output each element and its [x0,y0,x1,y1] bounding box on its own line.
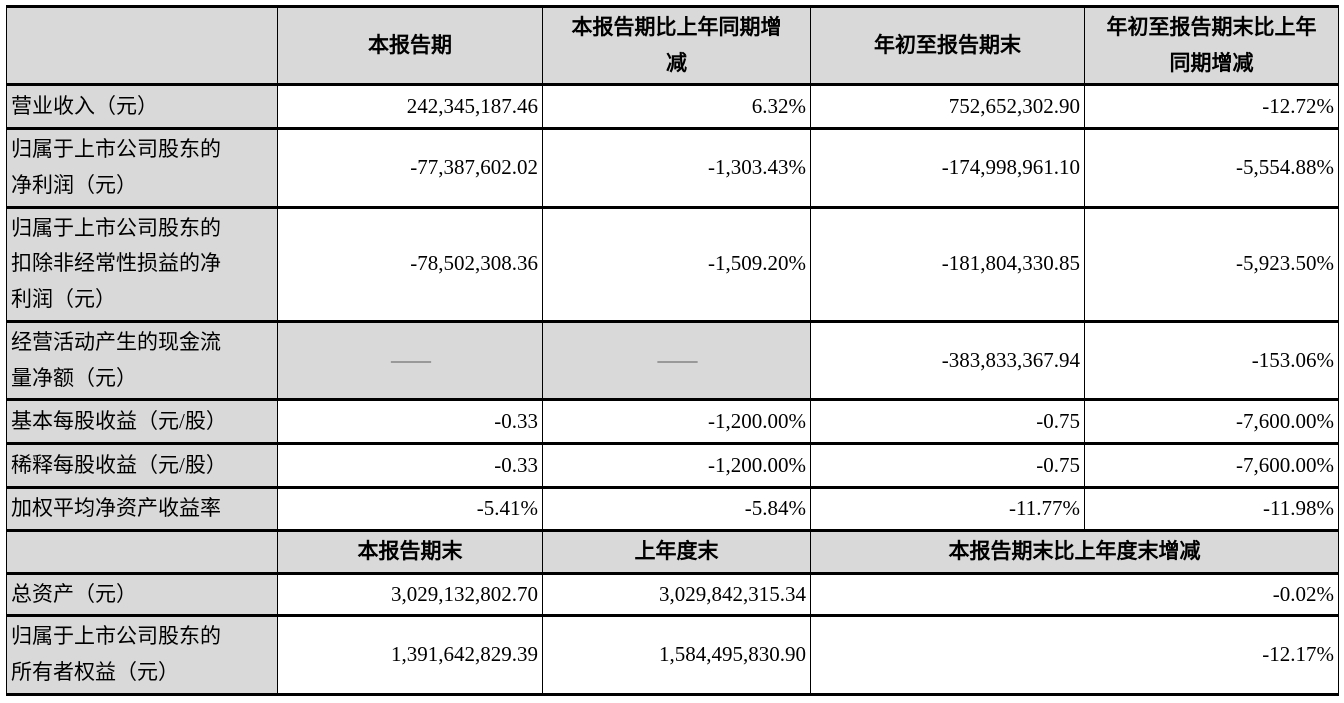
header-period-end-vs-prior-year-change: 本报告期末比上年度末增减 [810,528,1339,575]
header-empty-cell [6,528,278,575]
table-row-operating-revenue: 营业收入（元） 242,345,187.46 6.32% 752,652,302… [6,83,1339,131]
key-financial-data-table: 本报告期 本报告期比上年同期增 减 年初至报告期末 年初至报告期末比上年 同期增… [6,4,1339,696]
cell-value: 242,345,187.46 [277,83,543,131]
header-empty-cell [6,4,278,87]
table-header-row-period-end: 本报告期末 上年度末 本报告期末比上年度末增减 [6,528,1339,575]
cell-value: -0.75 [810,398,1085,446]
row-label: 总资产（元） [6,571,278,618]
table-row-basic-eps: 基本每股收益（元/股） -0.33 -1,200.00% -0.75 -7,60… [6,398,1339,446]
cell-value: 1,584,495,830.90 [542,614,811,696]
table-row-net-profit: 归属于上市公司股东的 净利润（元） -77,387,602.02 -1,303.… [6,127,1339,209]
cell-value: -78,502,308.36 [277,205,543,323]
cell-value: -174,998,961.10 [810,127,1085,209]
cell-value: 3,029,132,802.70 [277,571,543,618]
table-row-net-profit-excl-nonrecurring: 归属于上市公司股东的 扣除非经常性损益的净 利润（元） -78,502,308.… [6,205,1339,323]
row-label: 稀释每股收益（元/股） [6,442,278,490]
header-year-to-date: 年初至报告期末 [810,4,1085,87]
cell-value: -0.33 [277,442,543,490]
header-year-to-date-yoy-change: 年初至报告期末比上年 同期增减 [1084,4,1339,87]
cell-value: -1,303.43% [542,127,811,209]
table-header-row-period: 本报告期 本报告期比上年同期增 减 年初至报告期末 年初至报告期末比上年 同期增… [6,4,1339,87]
cell-value: -12.17% [810,614,1339,696]
row-label: 基本每股收益（元/股） [6,398,278,446]
cell-value: -153.06% [1084,319,1339,402]
cell-value: -383,833,367.94 [810,319,1085,402]
cell-value: -11.98% [1084,486,1339,532]
cell-value: -0.33 [277,398,543,446]
cell-value: -5,923.50% [1084,205,1339,323]
cell-value: -7,600.00% [1084,442,1339,490]
row-label: 经营活动产生的现金流 量净额（元） [6,319,278,402]
header-end-of-period: 本报告期末 [277,528,543,575]
cell-value: 6.32% [542,83,811,131]
cell-value: -0.02% [810,571,1339,618]
cell-value: -1,509.20% [542,205,811,323]
row-label: 归属于上市公司股东的 扣除非经常性损益的净 利润（元） [6,205,278,323]
cell-value: -11.77% [810,486,1085,532]
table-row-diluted-eps: 稀释每股收益（元/股） -0.33 -1,200.00% -0.75 -7,60… [6,442,1339,490]
header-current-period: 本报告期 [277,4,543,87]
row-label: 归属于上市公司股东的 净利润（元） [6,127,278,209]
table-row-total-assets: 总资产（元） 3,029,132,802.70 3,029,842,315.34… [6,571,1339,618]
cell-value: -7,600.00% [1084,398,1339,446]
cell-value: 3,029,842,315.34 [542,571,811,618]
cell-value: -0.75 [810,442,1085,490]
cell-dash: —— [277,319,543,402]
cell-dash: —— [542,319,811,402]
header-current-period-yoy-change: 本报告期比上年同期增 减 [542,4,811,87]
cell-value: -1,200.00% [542,442,811,490]
header-end-of-prior-year: 上年度末 [542,528,811,575]
cell-value: -5.84% [542,486,811,532]
cell-value: -181,804,330.85 [810,205,1085,323]
cell-value: 1,391,642,829.39 [277,614,543,696]
row-label: 加权平均净资产收益率 [6,486,278,532]
table-row-operating-cash-flow: 经营活动产生的现金流 量净额（元） —— —— -383,833,367.94 … [6,319,1339,402]
cell-value: -5,554.88% [1084,127,1339,209]
cell-value: -1,200.00% [542,398,811,446]
table-row-owners-equity: 归属于上市公司股东的 所有者权益（元） 1,391,642,829.39 1,5… [6,614,1339,696]
table-row-weighted-avg-roe: 加权平均净资产收益率 -5.41% -5.84% -11.77% -11.98% [6,486,1339,532]
cell-value: -5.41% [277,486,543,532]
row-label: 营业收入（元） [6,83,278,131]
cell-value: 752,652,302.90 [810,83,1085,131]
row-label: 归属于上市公司股东的 所有者权益（元） [6,614,278,696]
cell-value: -77,387,602.02 [277,127,543,209]
cell-value: -12.72% [1084,83,1339,131]
